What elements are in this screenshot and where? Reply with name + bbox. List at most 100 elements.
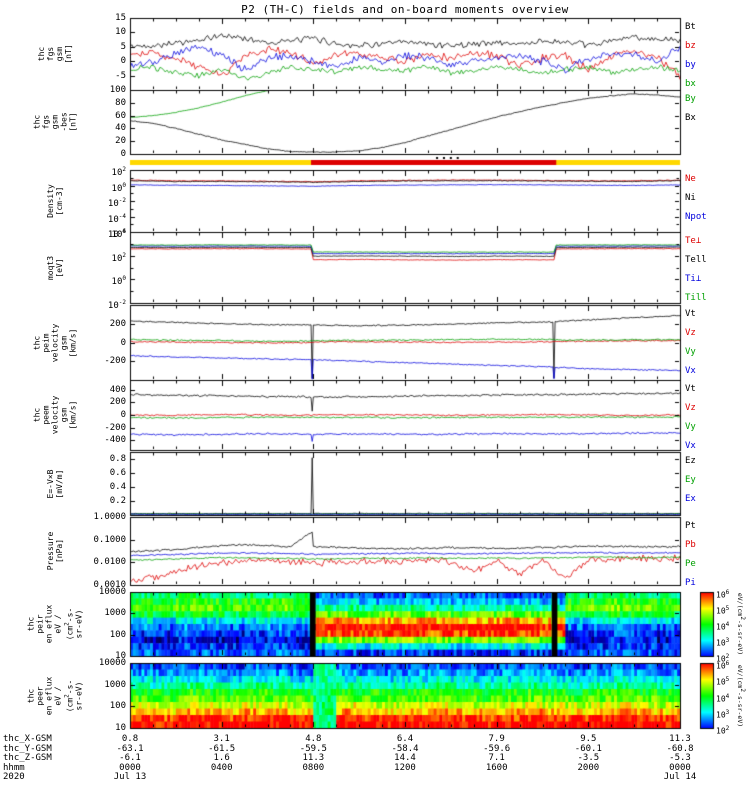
colorbar-unit-label: eV/(cm2-s-sr-eV): [735, 664, 747, 727]
ytick-label: 100: [111, 181, 126, 194]
legend-Ni: Ni: [685, 193, 696, 203]
ytick-label: 100: [109, 701, 126, 712]
ytick-label: 10-4: [107, 212, 126, 225]
bottom-row-value: -5.3: [669, 753, 691, 763]
legend-Vt: Vt: [685, 384, 696, 394]
legend-Ti⊥: Ti⊥: [685, 274, 702, 284]
ytick-label: 10-2: [107, 197, 126, 209]
bottom-row-value: 2000: [577, 762, 600, 773]
bottom-row-value: 6.4: [396, 734, 414, 744]
ytick-label: 1000: [104, 608, 126, 619]
ytick-label: 60: [115, 110, 126, 121]
ytick-label: 104: [111, 228, 126, 240]
bottom-row-value: 11.3: [669, 734, 691, 744]
page-title: P2 (TH-C) fields and on-board moments ov…: [241, 3, 569, 16]
legend-Vx: Vx: [685, 366, 696, 376]
ytick-label: 102: [111, 166, 126, 178]
legend-Vt: Vt: [685, 309, 696, 319]
legend-By: By: [685, 94, 696, 104]
ytick-label: 20: [115, 136, 126, 147]
ytick-label: 100: [109, 85, 126, 95]
colorbar-tick-label: 104: [716, 692, 730, 704]
ytick-label: -5: [115, 70, 126, 81]
ytick-label: 10: [115, 651, 126, 661]
bottom-row-value: -63.1: [116, 743, 144, 754]
ylabel-peir: thc peir en eflux eV / (cm2-s-sr-eV): [26, 604, 84, 644]
ylabel-moqt3: moqt3 [eV]: [46, 255, 64, 280]
legend-Vy: Vy: [685, 422, 696, 432]
ytick-label: -200: [104, 356, 126, 367]
colorbar-tick-label: 102: [716, 725, 730, 736]
legend-Ne: Ne: [685, 174, 696, 184]
bottom-row-value: 3.1: [213, 734, 230, 744]
colorbar-tick-label: 103: [716, 708, 730, 720]
colorbar-unit-label: eV/(cm2-s-sr-eV): [735, 592, 747, 656]
legend-Till: Till: [685, 293, 707, 303]
legend-Npot: Npot: [685, 212, 707, 222]
legend-Tell: Tell: [685, 255, 707, 265]
bottom-row-value: -59.6: [483, 743, 511, 754]
year-label: 2020: [3, 772, 25, 782]
ylabel-peer: thc peer en eflux eV / (cm2-s-sr-eV): [26, 676, 84, 715]
colorbar-tick-label: 106: [716, 589, 730, 600]
bottom-row-value: 1.6: [213, 753, 230, 763]
bottom-row-value: 4.8: [305, 734, 322, 744]
legend-bx: bx: [685, 79, 696, 89]
date-start-label: Jul 13: [113, 772, 147, 782]
ytick-label: 0: [120, 149, 126, 159]
ylabel-pressure: Pressure [nPa]: [46, 531, 64, 571]
ytick-label: 10000: [98, 658, 126, 668]
bottom-row-value: 14.4: [394, 753, 416, 763]
ytick-label: 5: [120, 41, 126, 52]
bottom-row-value: -6.1: [119, 753, 141, 763]
bottom-row-value: -58.4: [391, 743, 419, 754]
ytick-label: 0.0010: [93, 580, 126, 590]
legend-Pb: Pb: [685, 540, 696, 550]
legend-Vy: Vy: [685, 347, 696, 357]
ytick-label: 0.2: [109, 496, 126, 506]
legend-Vz: Vz: [685, 403, 696, 413]
bottom-row-value: 7.9: [488, 734, 505, 744]
legend-Ex: Ex: [685, 494, 696, 504]
colorbar-tick-label: 102: [716, 653, 730, 664]
bottom-row-value: -3.5: [577, 753, 600, 763]
bottom-row-value: 11.3: [302, 753, 325, 763]
bottom-row-value: -60.1: [574, 743, 602, 754]
ytick-label: 40: [115, 123, 126, 134]
colorbar-tick-label: 105: [716, 676, 730, 687]
ytick-label: 0.1000: [93, 534, 126, 545]
legend-Pi: Pi: [685, 578, 696, 588]
ytick-label: 400: [109, 384, 126, 395]
bottom-row-value: -59.5: [299, 743, 327, 754]
bottom-row-value: 1200: [394, 762, 416, 773]
legend-Bt: Bt: [685, 22, 696, 32]
ylabel-fgs_bes: thc fgs gsm -bes [nT]: [32, 112, 78, 132]
ylabel-efield: E=-V×B [mV/m]: [46, 469, 64, 498]
colorbar-tick-label: 105: [716, 605, 730, 616]
bottom-row-value: 0.8: [121, 734, 139, 744]
legend-Ez: Ez: [685, 456, 696, 466]
ytick-label: 0.0100: [93, 557, 126, 568]
ytick-label: 10-2: [107, 299, 126, 311]
legend-Ey: Ey: [685, 475, 696, 485]
bottom-row-value: 0800: [302, 762, 325, 773]
ytick-label: 0: [120, 337, 126, 348]
ytick-label: 10-6: [107, 228, 126, 240]
ylabel-density: Density [cm-3]: [46, 184, 64, 218]
legend-Vx: Vx: [685, 441, 696, 451]
colorbar-tick-label: 103: [716, 637, 730, 648]
bottom-row-value: -60.8: [666, 743, 694, 754]
ylabel-ve_gsm: thc peem velocity gsm [km/s]: [32, 395, 78, 435]
ytick-label: 1.0000: [93, 512, 126, 522]
legend-bz: bz: [685, 41, 696, 51]
legend-Bx: Bx: [685, 113, 696, 123]
bottom-row-value: -61.5: [208, 743, 236, 754]
legend-Pt: Pt: [685, 521, 696, 531]
legend-Vz: Vz: [685, 328, 696, 338]
colorbar-tick-label: 104: [716, 621, 730, 632]
bottom-row-label: hhmm: [3, 762, 25, 773]
bottom-row-value: 1600: [485, 762, 508, 773]
bottom-row-value: 0000: [669, 762, 691, 773]
